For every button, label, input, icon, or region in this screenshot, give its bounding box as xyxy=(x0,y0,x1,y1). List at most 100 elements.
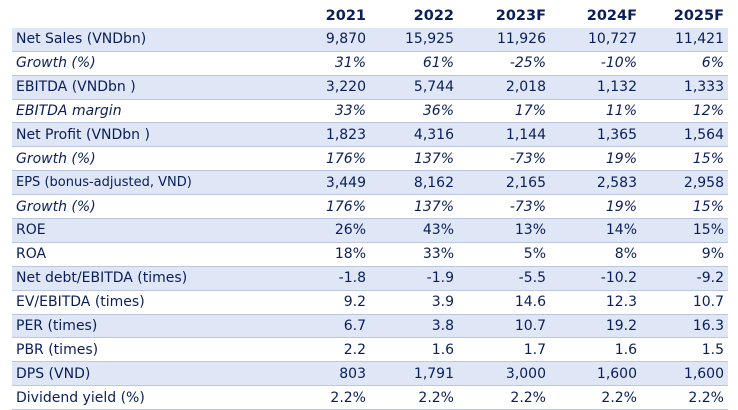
row-value: 2.2% xyxy=(601,389,637,406)
row-label: DPS (VND) xyxy=(16,365,91,382)
row-value: 33% xyxy=(334,103,366,119)
row-value: 1.6 xyxy=(614,341,637,358)
row-value: 803 xyxy=(339,365,366,382)
row-value: 137% xyxy=(413,198,454,215)
row-value: 3,220 xyxy=(325,79,366,96)
row-label: ROE xyxy=(16,222,46,239)
row-value: 19% xyxy=(605,198,637,215)
table-row: Dividend yield (%) 2.2% 2.2% 2.2% 2.2% 2.2% xyxy=(12,386,728,410)
row-label: EBITDA margin xyxy=(16,103,122,119)
row-value: 2,583 xyxy=(596,174,637,191)
table-row: EBITDA margin 33% 36% 17% 11% 12% xyxy=(12,99,728,123)
row-value: -10.2 xyxy=(600,270,637,287)
row-value: 4,316 xyxy=(413,126,454,143)
row-value: 18% xyxy=(334,246,366,263)
row-value: 1,564 xyxy=(683,126,724,143)
row-value: -73% xyxy=(509,150,546,167)
row-value: 33% xyxy=(422,246,454,263)
row-value: 2,165 xyxy=(505,174,546,191)
header-label xyxy=(12,5,278,28)
row-value: 137% xyxy=(413,150,454,167)
table-row: Net debt/EBITDA (times) -1.8 -1.9 -5.5 -10.2… xyxy=(12,266,728,291)
row-value: 15% xyxy=(692,150,724,167)
row-value: 43% xyxy=(422,222,454,239)
row-value: 5% xyxy=(523,246,546,263)
row-value: 5,744 xyxy=(413,79,454,96)
row-value: 1,600 xyxy=(683,365,724,382)
row-value: 14% xyxy=(605,222,637,239)
row-value: 10.7 xyxy=(692,294,724,311)
row-label: Growth (%) xyxy=(16,198,96,215)
row-value: 16.3 xyxy=(692,318,724,335)
row-value: 2.2% xyxy=(330,389,366,406)
table-row: Growth (%) 31% 61% -25% -10% 6% xyxy=(12,51,728,76)
row-value: 2.2% xyxy=(688,389,724,406)
row-value: 17% xyxy=(514,103,546,119)
row-value: 19% xyxy=(605,150,637,167)
row-label: PBR (times) xyxy=(16,341,99,358)
table-row: Growth (%) 176% 137% -73% 19% 15% xyxy=(12,195,728,219)
table-body: Net Sales (VNDbn) 9,870 15,925 11,926 10,727… xyxy=(12,27,728,410)
row-label: Growth (%) xyxy=(16,150,96,167)
row-value: -25% xyxy=(509,55,546,72)
row-value: 36% xyxy=(422,103,454,119)
row-value: 6% xyxy=(701,55,724,72)
row-label: Dividend yield (%) xyxy=(16,389,145,406)
row-value: 1.6 xyxy=(431,341,454,358)
row-value: -9.2 xyxy=(696,270,724,287)
row-value: 2.2 xyxy=(343,341,366,358)
row-value: 176% xyxy=(325,150,366,167)
row-label: Net debt/EBITDA (times) xyxy=(16,270,188,287)
row-value: 2,958 xyxy=(683,174,724,191)
row-value: -1.8 xyxy=(338,270,366,287)
row-value: 11,421 xyxy=(675,31,724,48)
row-value: 1,365 xyxy=(596,126,637,143)
row-value: 10.7 xyxy=(514,318,546,335)
row-value: 1,333 xyxy=(683,79,724,96)
row-value: 1,144 xyxy=(505,126,546,143)
header-year: 2022 xyxy=(413,8,454,25)
row-value: 9.2 xyxy=(343,294,366,311)
row-value: 2.2% xyxy=(510,389,546,406)
table-row: EV/EBITDA (times) 9.2 3.9 14.6 12.3 10.7 xyxy=(12,290,728,315)
row-value: 1,600 xyxy=(596,365,637,382)
row-label: EV/EBITDA (times) xyxy=(16,294,145,311)
table-row: Net Sales (VNDbn) 9,870 15,925 11,926 10,727… xyxy=(12,27,728,52)
row-value: 1,132 xyxy=(596,79,637,96)
row-value: -73% xyxy=(509,198,546,215)
row-value: -5.5 xyxy=(518,270,546,287)
row-value: 3.9 xyxy=(431,294,454,311)
header-year: 2023F xyxy=(495,8,546,25)
row-value: 3,449 xyxy=(325,174,366,191)
row-value: 2.2% xyxy=(418,389,454,406)
row-value: 12.3 xyxy=(605,294,637,311)
row-value: -1.9 xyxy=(426,270,454,287)
table-row: DPS (VND) 803 1,791 3,000 1,600 1,600 xyxy=(12,361,728,386)
row-value: 12% xyxy=(692,103,724,119)
header-year: 2025F xyxy=(673,8,724,25)
row-label: EBITDA (VNDbn ) xyxy=(16,79,136,96)
row-value: 26% xyxy=(334,222,366,239)
header-row: 2021 2022 2023F 2024F 2025F xyxy=(12,5,728,28)
row-value: 10,727 xyxy=(588,31,637,48)
row-value: 8% xyxy=(614,246,637,263)
row-value: 1.7 xyxy=(523,341,546,358)
row-value: 3,000 xyxy=(505,365,546,382)
row-value: 8,162 xyxy=(413,174,454,191)
row-value: 11,926 xyxy=(497,31,546,48)
table-row: Net Profit (VNDbn ) 1,823 4,316 1,144 1,365 1… xyxy=(12,122,728,147)
row-value: 11% xyxy=(605,103,637,119)
row-value: 9% xyxy=(701,246,724,263)
row-value: 14.6 xyxy=(514,294,546,311)
table-row: EPS (bonus-adjusted, VND) 3,449 8,162 2,165… xyxy=(12,170,728,195)
row-value: 31% xyxy=(334,55,366,72)
table-row: ROA 18% 33% 5% 8% 9% xyxy=(12,242,728,267)
table-row: PER (times) 6.7 3.8 10.7 19.2 16.3 xyxy=(12,314,728,338)
row-value: 15% xyxy=(692,198,724,215)
row-value: 19.2 xyxy=(605,318,637,335)
row-value: 15% xyxy=(692,222,724,239)
row-value: 13% xyxy=(514,222,546,239)
row-value: 176% xyxy=(325,198,366,215)
row-label: Net Profit (VNDbn ) xyxy=(16,126,150,143)
